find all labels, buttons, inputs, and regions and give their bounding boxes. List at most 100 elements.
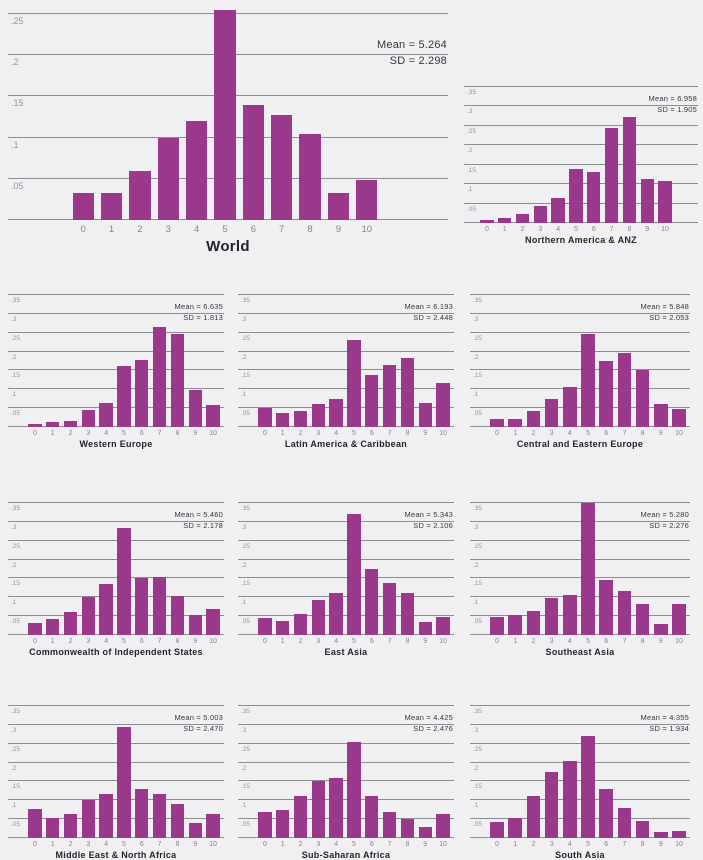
bar-0 — [490, 617, 504, 635]
y-tick-label: .25 — [467, 127, 477, 135]
y-tick-label: .25 — [11, 542, 21, 550]
x-tick-label: 1 — [108, 224, 115, 235]
y-tick-label: .25 — [11, 16, 24, 27]
x-axis-labels: 0 1 2 3 4 5 6 7 8 9 10 — [256, 638, 452, 645]
chart-title: East Asia — [324, 647, 368, 657]
chart-title: Northern America & ANZ — [525, 235, 637, 245]
x-tick-label: 9 — [193, 430, 198, 437]
chart-title: Commonwealth of Independent States — [29, 647, 203, 657]
gridline — [238, 558, 454, 560]
bar-cell — [543, 295, 561, 427]
x-tick-label: 0 — [262, 430, 267, 437]
bar-cell — [274, 503, 292, 635]
gridline — [8, 502, 224, 503]
plot-area: Mean = 4.355 SD = 1.934 .05 .1 .15 .2 .25 .3.… — [470, 705, 690, 838]
bars-group — [256, 295, 452, 427]
bar-cell — [603, 87, 621, 223]
x-tick-label: 0 — [262, 638, 267, 645]
bar-cell — [597, 503, 615, 635]
y-tick-label: .3 — [467, 108, 473, 116]
x-tick-label: 1 — [50, 841, 55, 848]
gridline — [8, 577, 224, 579]
y-tick-label: .3 — [241, 315, 247, 323]
bar-2 — [63, 420, 78, 427]
x-tick-label: 4 — [104, 430, 109, 437]
chart-northern-america-anz: Mean = 6.958 SD = 1.905 .05 .1 .15 .2 .25 .3.… — [464, 86, 698, 245]
gridline — [8, 312, 224, 314]
gridline — [8, 407, 224, 409]
bar-cell — [268, 10, 296, 220]
bar-cell — [186, 503, 204, 635]
bar-cell — [327, 295, 345, 427]
y-tick-label: .05 — [473, 410, 483, 418]
x-axis-baseline — [470, 426, 690, 427]
sd-label: SD = 1.813 — [183, 313, 223, 322]
x-tick-label: 7 — [622, 841, 627, 848]
chart-latin-america-caribbean: Mean = 6.193 SD = 2.448 .05 .1 .15 .2 .25 .3.… — [238, 294, 454, 449]
bar-cell — [615, 706, 633, 838]
bar-cell — [327, 706, 345, 838]
bar-cell — [524, 295, 542, 427]
y-tick-label: .1 — [11, 599, 17, 607]
chart-western-europe: Mean = 6.635 SD = 1.813 .05 .1 .15 .2 .25 .3.… — [8, 294, 224, 449]
bar-2 — [63, 612, 78, 635]
sd-label: SD = 2.178 — [183, 521, 223, 530]
bar-9 — [188, 390, 202, 427]
gridline — [470, 294, 690, 295]
bar-cell — [274, 295, 292, 427]
bar-cell — [381, 503, 399, 635]
bar-cell — [292, 503, 310, 635]
x-tick-label: 2 — [68, 841, 73, 848]
x-tick-label: 8 — [175, 430, 180, 437]
bar-10 — [436, 813, 450, 838]
bar-2 — [293, 614, 308, 635]
bar-cell — [670, 295, 688, 427]
gridline — [8, 742, 224, 744]
bar-cell — [506, 706, 524, 838]
y-tick-label: .35 — [467, 89, 477, 96]
bar-8 — [170, 596, 185, 635]
bar-8 — [400, 358, 415, 427]
y-tick-label: .3 — [11, 523, 17, 531]
y-tick-label: .05 — [11, 180, 24, 191]
bar-0 — [258, 811, 272, 838]
bar-4 — [99, 402, 113, 427]
x-tick-label: 4 — [556, 226, 561, 233]
plot-area: Mean = 5.343 SD = 2.106 .05 .1 .15 .2 .25 .3.… — [238, 502, 454, 635]
x-axis-baseline — [8, 837, 224, 838]
y-tick-label: .25 — [11, 745, 21, 753]
bar-cell — [434, 503, 452, 635]
x-tick-label: 4 — [334, 638, 339, 645]
bar-1 — [46, 422, 60, 427]
bar-6 — [587, 171, 601, 223]
bar-3 — [311, 781, 326, 838]
x-axis-labels: 0 1 2 3 4 5 6 7 8 9 10 — [256, 841, 452, 848]
y-tick-label: .05 — [467, 205, 477, 213]
bar-cell — [292, 706, 310, 838]
sd-label: SD = 1.905 — [657, 105, 697, 114]
y-tick-label: .1 — [473, 599, 479, 607]
mean-label: Mean = 5.264 — [377, 39, 447, 51]
y-tick-label: .2 — [473, 561, 479, 569]
bars-group — [69, 10, 381, 220]
gridline — [470, 520, 690, 522]
y-tick-label: .3 — [473, 315, 479, 323]
x-axis-baseline — [238, 634, 454, 635]
y-tick-label: .35 — [11, 708, 21, 715]
bar-cell — [488, 295, 506, 427]
plot-area: Mean = 5.264 SD = 2.298 .05 .1 .15 .2 .25 — [8, 10, 448, 220]
bar-cell — [478, 87, 496, 223]
x-axis-baseline — [238, 426, 454, 427]
gridline — [8, 723, 224, 725]
bar-4 — [99, 793, 113, 838]
stats-block: Mean = 5.460 SD = 2.178 — [175, 509, 223, 531]
x-tick-label: 5 — [122, 638, 126, 645]
gridline — [238, 502, 454, 503]
chart-title: Sub-Saharan Africa — [301, 850, 391, 860]
gridline — [8, 615, 224, 617]
x-tick-label: 7 — [157, 638, 162, 645]
y-tick-label: .35 — [473, 297, 483, 304]
gridline — [238, 520, 454, 522]
x-tick-label: 1 — [513, 430, 518, 437]
x-tick-label: 4 — [334, 841, 339, 848]
